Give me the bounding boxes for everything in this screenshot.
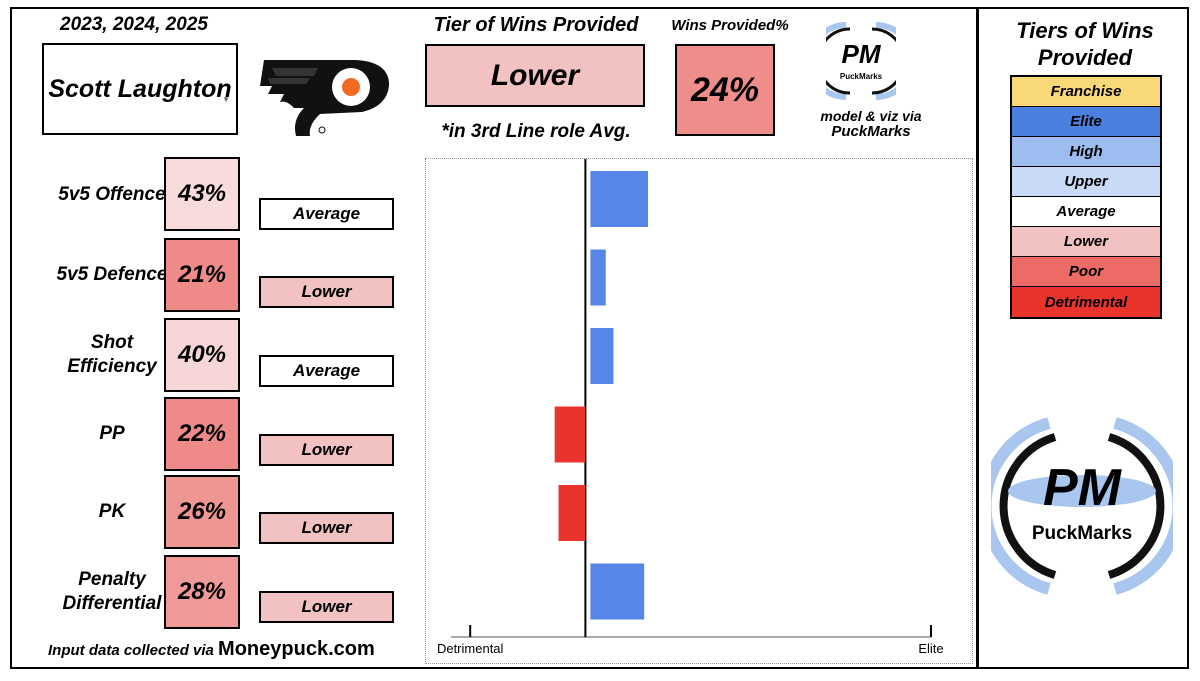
data-source-prefix: Input data collected via [48,642,214,659]
flyers-logo-icon [260,60,390,136]
wins-provided-title: Wins Provided% [671,17,789,34]
chart-bar-4 [554,406,586,463]
chart-bar-1 [590,171,648,227]
wins-chart-panel: Detrimental Elite [425,158,973,664]
metric-pct-offence: 43% [164,157,240,231]
metric-tier-shot-efficiency: Average [259,355,394,387]
x-tick-label-1: Detrimental [437,641,504,656]
metric-label-shot-efficiency: Shot Efficiency [67,332,157,377]
metric-tier-pk: Lower [259,512,394,544]
dashboard-frame [10,7,1189,669]
metric-label-offence: 5v5 Offence [58,184,166,205]
metric-pct-pk: 26% [164,475,240,549]
player-name: Scott Laughton [48,75,232,103]
legend-item-average: Average [1012,197,1160,227]
chart-bar-6 [590,563,645,620]
pm-small-logo-subtext: PuckMarks [840,72,883,81]
metric-label-penalty-differential: Penalty Differential [62,569,162,614]
dropdown-caret-icon: ▼ [222,95,230,104]
legend-item-franchise: Franchise [1012,77,1160,107]
puckmarks-logo-small-icon: PM PuckMarks [826,22,896,100]
wins-provided-box: 24% [675,44,775,136]
metric-tier-penalty-differential: Lower [259,591,394,623]
metric-tier-defence: Lower [259,276,394,308]
seasons-label: 2023, 2024, 2025 [60,14,208,35]
legend-item-detrimental: Detrimental [1012,287,1160,317]
metric-tier-pp: Lower [259,434,394,466]
metric-pct-penalty-differential: 28% [164,555,240,629]
chart-bar-3 [590,328,614,384]
data-source-note: Input data collected via Moneypuck.com [48,638,375,661]
legend-item-poor: Poor [1012,257,1160,287]
credit-line-2: PuckMarks [831,123,911,140]
chart-bar-2 [590,249,606,306]
pm-large-logo-text: PM [1043,459,1123,517]
pm-small-logo-text: PM [842,39,882,69]
tier-value-box: Lower [425,44,645,107]
player-selector[interactable]: Scott Laughton ▼ [42,43,238,135]
puckmarks-logo-large-icon: PM PuckMarks [991,417,1173,595]
metric-pct-shot-efficiency: 40% [164,318,240,392]
legend-list: Franchise Elite High Upper Average Lower… [1010,75,1162,319]
credit-text: model & viz via PuckMarks [806,108,936,140]
legend-item-lower: Lower [1012,227,1160,257]
metric-label-defence: 5v5 Defence [56,264,168,285]
legend-item-high: High [1012,137,1160,167]
wins-provided-value: 24% [690,70,760,109]
x-tick-label-2: Elite [918,641,943,656]
metric-tier-offence: Average [259,198,394,230]
tier-note: *in 3rd Line role Avg. [441,121,631,142]
legend-title: Tiers of Wins Provided [1016,18,1154,70]
metric-label-pp: PP [99,423,125,444]
credit-line-1: model & viz via [820,108,922,124]
tier-title: Tier of Wins Provided [433,14,639,36]
metric-pct-defence: 21% [164,238,240,312]
legend-divider [976,7,979,669]
tier-value: Lower [490,58,580,92]
metric-pct-pp: 22% [164,397,240,471]
metric-label-pk: PK [98,501,126,522]
pm-large-logo-subtext: PuckMarks [1032,523,1132,544]
data-source-site: Moneypuck.com [218,638,375,660]
legend-item-elite: Elite [1012,107,1160,137]
wins-bar-chart: Detrimental Elite [437,159,944,656]
legend-item-upper: Upper [1012,167,1160,197]
chart-bar-5 [558,485,586,541]
